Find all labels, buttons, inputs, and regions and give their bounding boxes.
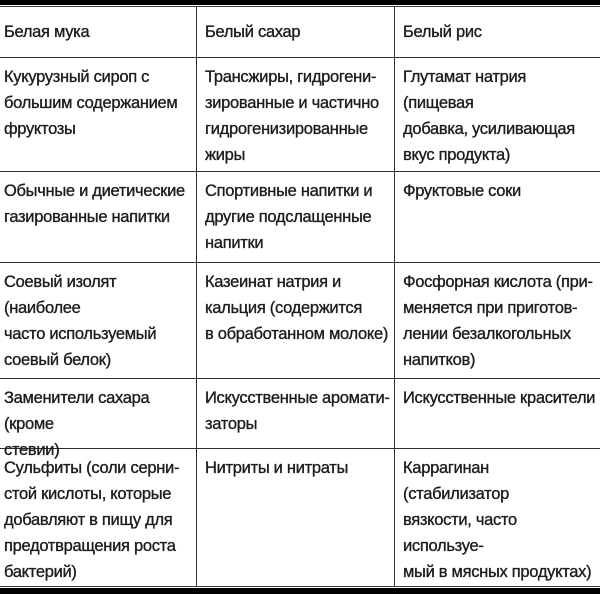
header-cell-white-flour: Белая мука [0, 7, 197, 58]
table-cell: Казеинат натрия и кальция (содержится в … [197, 263, 395, 379]
table-cell: Соевый изолят (наиболее часто используем… [0, 263, 197, 379]
bottom-thick-rule [0, 588, 600, 594]
table-cell: Искусственные красители [395, 379, 600, 449]
table-cell: Спортивные напитки и другие подслащенные… [197, 172, 395, 263]
table-cell: Глутамат натрия (пищевая добавка, усилив… [395, 58, 600, 172]
table-cell: Сульфиты (соли серни- стой кислоты, кото… [0, 449, 197, 586]
top-thin-rule [0, 6, 600, 7]
table-cell: Обычные и диетические газированные напит… [0, 172, 197, 263]
table-cell: Кукурузный сироп с большим содержанием ф… [0, 58, 197, 172]
table-cell: Заменители сахара (кроме стевии) [0, 379, 197, 459]
header-cell-white-sugar: Белый сахар [197, 7, 395, 58]
food-products-table: Белая мука Белый сахар Белый рис Кукуруз… [0, 7, 600, 586]
top-thick-rule [0, 0, 600, 5]
table-cell: Каррагинан (стабилизатор вязкости, часто… [403, 459, 592, 581]
table-cell: Искусственные аромати- заторы [197, 379, 395, 449]
table-cell: Фруктовые соки [395, 172, 600, 263]
table-cell: Трансжиры, гидрогени- зированные и части… [197, 58, 395, 172]
header-cell-white-rice: Белый рис [395, 7, 600, 58]
bottom-thin-rule [0, 586, 600, 587]
table-cell: Нитриты и нитраты [197, 449, 395, 586]
table-cell: Фосфорная кислота (при- меняется при при… [395, 263, 600, 379]
